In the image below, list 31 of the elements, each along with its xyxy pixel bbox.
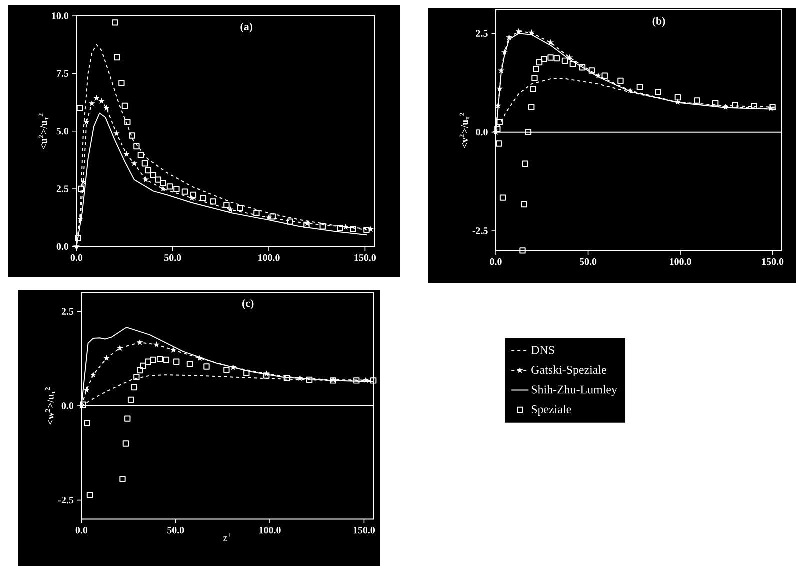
x-tick-label: 50.0 (168, 526, 184, 534)
legend-label: Speziale (532, 405, 572, 416)
x-tick-label: 50.0 (580, 258, 597, 266)
y-tick-label: 7.5 (57, 70, 69, 77)
x-axis-title: z$^{+}$ (223, 534, 232, 542)
text: (b) (652, 17, 666, 28)
y-tick-label: 0.0 (56, 243, 69, 250)
x-tick-label: 0.0 (490, 258, 502, 266)
y-tick-label: 2.5 (62, 308, 74, 316)
x-tick-label: 100.0 (670, 258, 692, 266)
y-tick-label: 0.0 (476, 128, 488, 136)
y-tick-label: 2.5 (56, 186, 69, 192)
x-tick-label: 150.0 (354, 526, 376, 534)
x-tick-label: 0.0 (76, 526, 88, 534)
x-tick-label: 50.0 (164, 254, 182, 262)
y-tick-label: 5.0 (56, 128, 69, 135)
text: (c) (242, 299, 254, 310)
y-tick-label: -2.5 (472, 228, 488, 234)
x-tick-label: 0.0 (70, 254, 83, 262)
y-tick-label: 10.0 (52, 12, 69, 20)
y-tick-label: -2.5 (58, 496, 74, 504)
x-tick-label: 100.0 (258, 254, 280, 262)
x-tick-label: 100.0 (260, 526, 281, 534)
x-tick-label: 150.0 (354, 254, 376, 262)
legend-label: DNS (531, 346, 554, 354)
legend-label: Shih-Zhu-Lumley (532, 385, 618, 396)
text: (a) (240, 22, 253, 33)
y-tick-label: 0.0 (62, 402, 74, 410)
y-tick-label: 2.5 (476, 30, 488, 38)
legend-label: Gatski-Speziale (532, 366, 606, 376)
x-tick-label: 150.0 (762, 258, 784, 266)
